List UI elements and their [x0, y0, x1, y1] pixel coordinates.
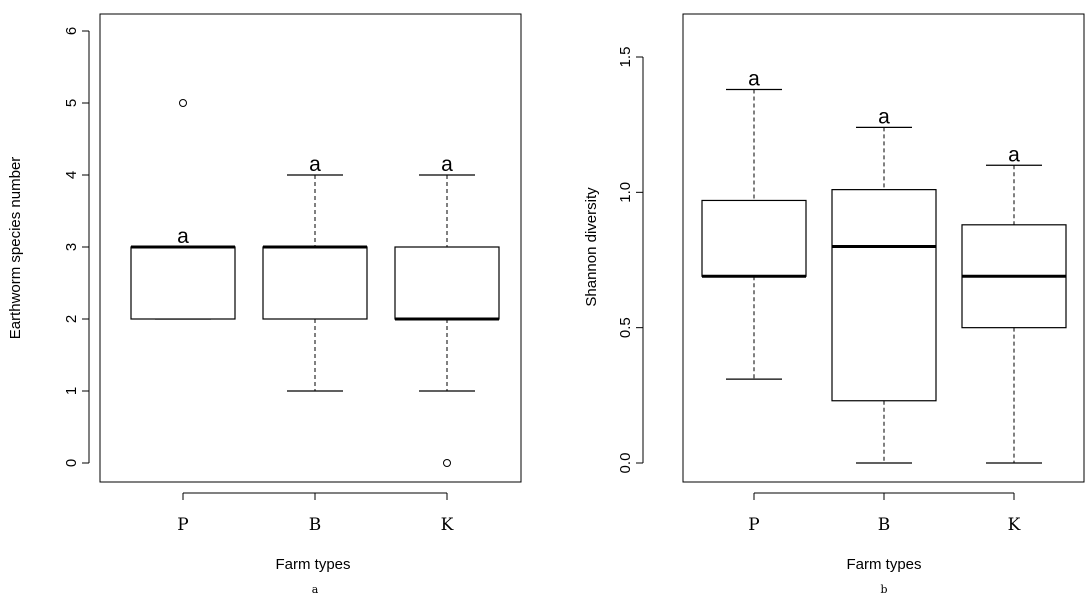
- panel-letter: a: [312, 583, 319, 596]
- y-tick-label: 2: [63, 315, 80, 323]
- y-axis: 0 1 2 3 4 5 6: [63, 27, 90, 467]
- box-group: a a a: [701, 67, 1067, 464]
- y-tick-label: 3: [63, 243, 80, 251]
- significance-letter: a: [878, 105, 890, 128]
- plot-frame: [682, 13, 1085, 483]
- x-tick-label: P: [748, 515, 759, 535]
- panel-letter: b: [880, 583, 887, 596]
- x-tick-label: K: [441, 515, 454, 535]
- y-tick-label: 1.0: [617, 182, 634, 203]
- box: [262, 246, 368, 320]
- significance-letter: a: [309, 153, 321, 176]
- y-tick-label: 4: [63, 171, 80, 179]
- outlier-point: [179, 99, 187, 107]
- significance-letter: a: [177, 225, 189, 248]
- significance-letter: a: [748, 67, 760, 90]
- y-tick-label: 1: [63, 387, 80, 395]
- y-axis-title: Earthworm species number: [7, 157, 24, 340]
- plot-frame: [99, 13, 522, 483]
- box: [701, 199, 807, 277]
- x-axis-title: Farm types: [846, 556, 921, 573]
- y-axis: 0.0 0.5 1.0 1.5: [617, 47, 644, 474]
- y-tick-label: 0.5: [617, 317, 634, 338]
- significance-letter: a: [441, 153, 453, 176]
- box: [394, 246, 500, 320]
- y-tick-label: 0.0: [617, 453, 634, 474]
- y-tick-label: 5: [63, 99, 80, 107]
- x-tick-label: K: [1008, 515, 1021, 535]
- x-axis-title: Farm types: [275, 556, 350, 573]
- y-tick-label: 0: [63, 459, 80, 467]
- box-group: a a a: [130, 99, 500, 467]
- y-axis-title: Shannon diversity: [583, 187, 600, 307]
- y-tick-label: 1.5: [617, 47, 634, 68]
- significance-letter: a: [1008, 143, 1020, 166]
- box: [831, 189, 937, 402]
- panel-a-boxplot: 0 1 2 3 4 5 6 P B K a a a Earthworm species number…: [7, 13, 522, 596]
- x-tick-label: P: [177, 515, 188, 535]
- x-tick-label: B: [878, 515, 891, 535]
- box: [130, 246, 236, 320]
- panel-b-boxplot: 0.0 0.5 1.0 1.5 P B K a a a Shannon diversity F…: [583, 13, 1085, 596]
- y-tick-label: 6: [63, 27, 80, 35]
- x-tick-label: B: [309, 515, 322, 535]
- outlier-point: [443, 459, 451, 467]
